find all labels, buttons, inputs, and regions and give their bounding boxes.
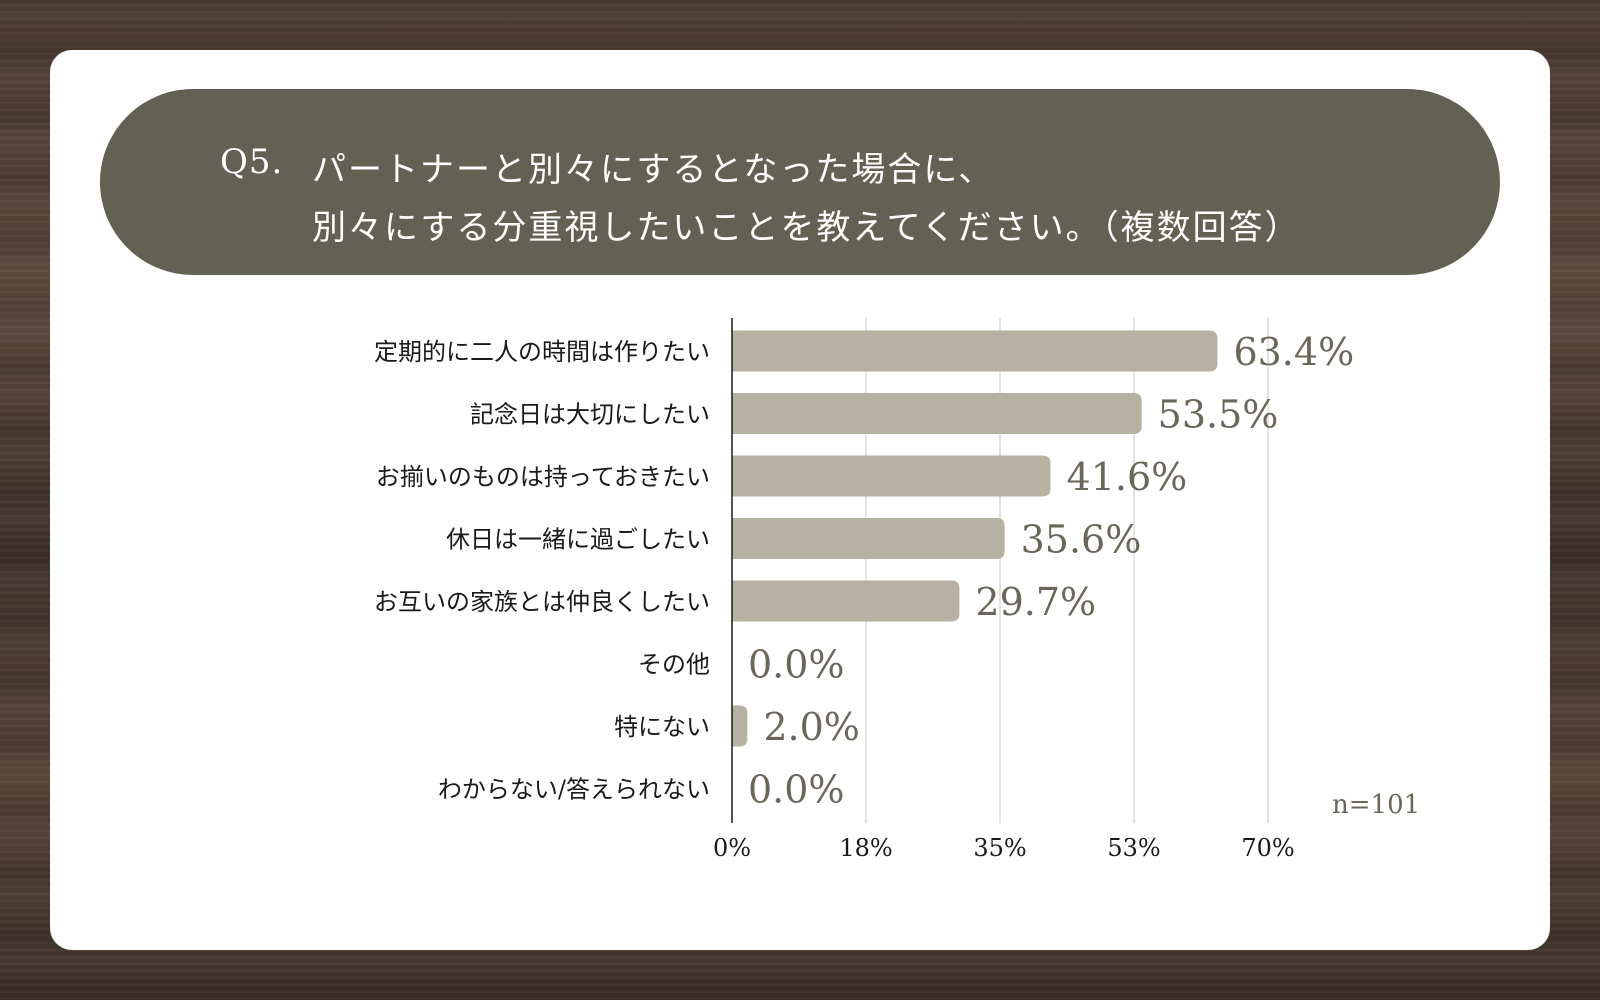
sample-size-label: n=101 <box>1332 790 1421 820</box>
bar-6 <box>732 705 748 747</box>
category-label-3: 休日は一緒に過ごしたい <box>446 526 710 554</box>
category-label-1: 記念日は大切にしたい <box>470 401 710 429</box>
labels: 0% 18% 35% 53% 70% 定期的に二人の時間は作りたい 63.4% 記念日は大切に… <box>374 330 1354 862</box>
x-tick-label-0: 0% <box>713 834 751 862</box>
value-label-3: 35.6% <box>1021 518 1142 562</box>
question-number: Q5. <box>220 142 284 182</box>
value-label-6: 2.0% <box>763 705 860 749</box>
value-label-0: 63.4% <box>1233 330 1354 374</box>
category-label-4: お互いの家族とは仲良くしたい <box>374 588 710 616</box>
value-label-7: 0.0% <box>748 768 845 812</box>
bar-chart: 0% 18% 35% 53% 70% 定期的に二人の時間は作りたい 63.4% 記念日は大切に… <box>374 318 1354 862</box>
value-label-2: 41.6% <box>1067 455 1188 499</box>
value-label-4: 29.7% <box>975 580 1096 624</box>
bar-0 <box>732 330 1218 372</box>
x-tick-label-2: 35% <box>973 834 1026 862</box>
bar-2 <box>732 455 1051 497</box>
question-title-line-2: 別々にする分重視したいことを教えてください。（複数回答） <box>312 208 1301 248</box>
value-label-5: 0.0% <box>748 643 845 687</box>
x-tick-label-1: 18% <box>839 834 892 862</box>
bar-3 <box>732 518 1005 559</box>
question-title-line-1: パートナーと別々にするとなった場合に、 <box>312 150 995 190</box>
chart-card: Q5. パートナーと別々にするとなった場合に、 別々にする分重視したいことを教え… <box>50 50 1550 950</box>
bar-1 <box>732 393 1142 434</box>
category-label-6: 特にない <box>614 713 710 741</box>
category-label-7: わからない/答えられない <box>438 776 710 804</box>
value-label-1: 53.5% <box>1158 393 1279 437</box>
title-banner <box>100 89 1500 275</box>
category-label-5: その他 <box>638 651 710 679</box>
bar-4 <box>732 580 960 622</box>
category-label-2: お揃いのものは持っておきたい <box>376 463 710 491</box>
bars <box>732 330 1218 747</box>
category-label-0: 定期的に二人の時間は作りたい <box>374 338 710 366</box>
x-tick-label-3: 53% <box>1107 834 1160 862</box>
x-tick-label-4: 70% <box>1241 834 1294 862</box>
